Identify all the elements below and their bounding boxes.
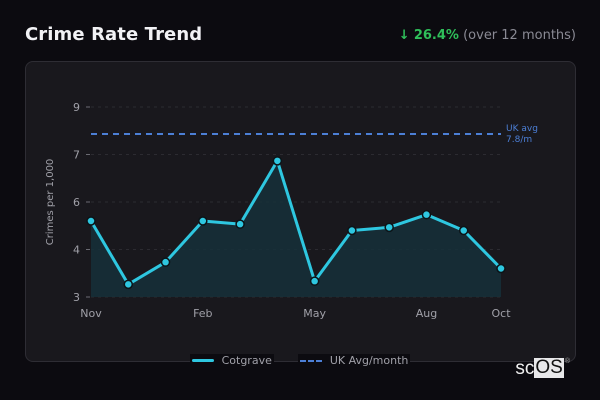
data-point[interactable] <box>309 276 320 286</box>
data-point[interactable] <box>421 209 432 220</box>
legend-label-uk-avg: UK Avg/month <box>329 354 409 367</box>
x-tick-label: Oct <box>491 307 511 320</box>
trend-value: 26.4% <box>413 28 459 43</box>
data-point[interactable] <box>198 216 208 226</box>
x-axis-ticks: Nov Feb May Aug Oct <box>80 307 511 320</box>
trend-summary: ↓ 26.4% (over 12 months) <box>399 28 576 43</box>
legend-item-uk-avg[interactable]: UK Avg/month <box>297 354 411 367</box>
y-axis-label: Crimes per 1,000 <box>45 159 56 246</box>
x-tick-label: Feb <box>193 307 212 320</box>
series-area-fill <box>91 160 501 297</box>
x-tick-label: Nov <box>80 307 102 320</box>
registered-mark-icon: ® <box>564 358 570 365</box>
data-point[interactable] <box>160 257 171 267</box>
chart-title: Crime Rate Trend <box>25 24 203 45</box>
brand-highlight: OS <box>534 357 564 378</box>
y-tick-label: 4 <box>73 244 80 257</box>
brand-logo: sc OS ® <box>515 358 570 380</box>
data-point[interactable] <box>496 263 506 274</box>
x-tick-label: Aug <box>416 307 437 320</box>
chart-legend: Cotgrave UK Avg/month <box>0 354 600 367</box>
y-tick-label: 3 <box>73 291 80 304</box>
dashed-line-swatch-icon <box>299 359 322 362</box>
reference-annotation-label: UK avg <box>506 124 538 134</box>
y-tick-label: 6 <box>73 196 80 209</box>
x-tick-label: May <box>303 307 326 320</box>
legend-item-cotgrave[interactable]: Cotgrave <box>189 354 274 367</box>
data-point[interactable] <box>235 219 245 229</box>
data-point[interactable] <box>458 225 469 236</box>
reference-annotation-value: 7.8/m <box>506 135 532 145</box>
series-data-points <box>86 156 506 290</box>
legend-label-cotgrave: Cotgrave <box>221 354 272 367</box>
data-point[interactable] <box>272 156 283 166</box>
trend-period: (over 12 months) <box>463 28 576 43</box>
data-point[interactable] <box>123 279 134 290</box>
y-tick-label: 7 <box>73 149 80 162</box>
data-point[interactable] <box>384 222 394 233</box>
series-line-cotgrave <box>89 159 503 286</box>
data-point[interactable] <box>86 216 96 226</box>
solid-line-swatch-icon <box>191 359 214 362</box>
brand-prefix: sc <box>515 358 535 379</box>
chart-card <box>25 61 576 362</box>
trend-down-arrow-icon: ↓ <box>398 28 410 43</box>
y-tick-label: 9 <box>73 101 80 114</box>
data-point[interactable] <box>347 225 357 236</box>
y-axis-ticks: 3 4 6 7 9 <box>73 101 90 304</box>
